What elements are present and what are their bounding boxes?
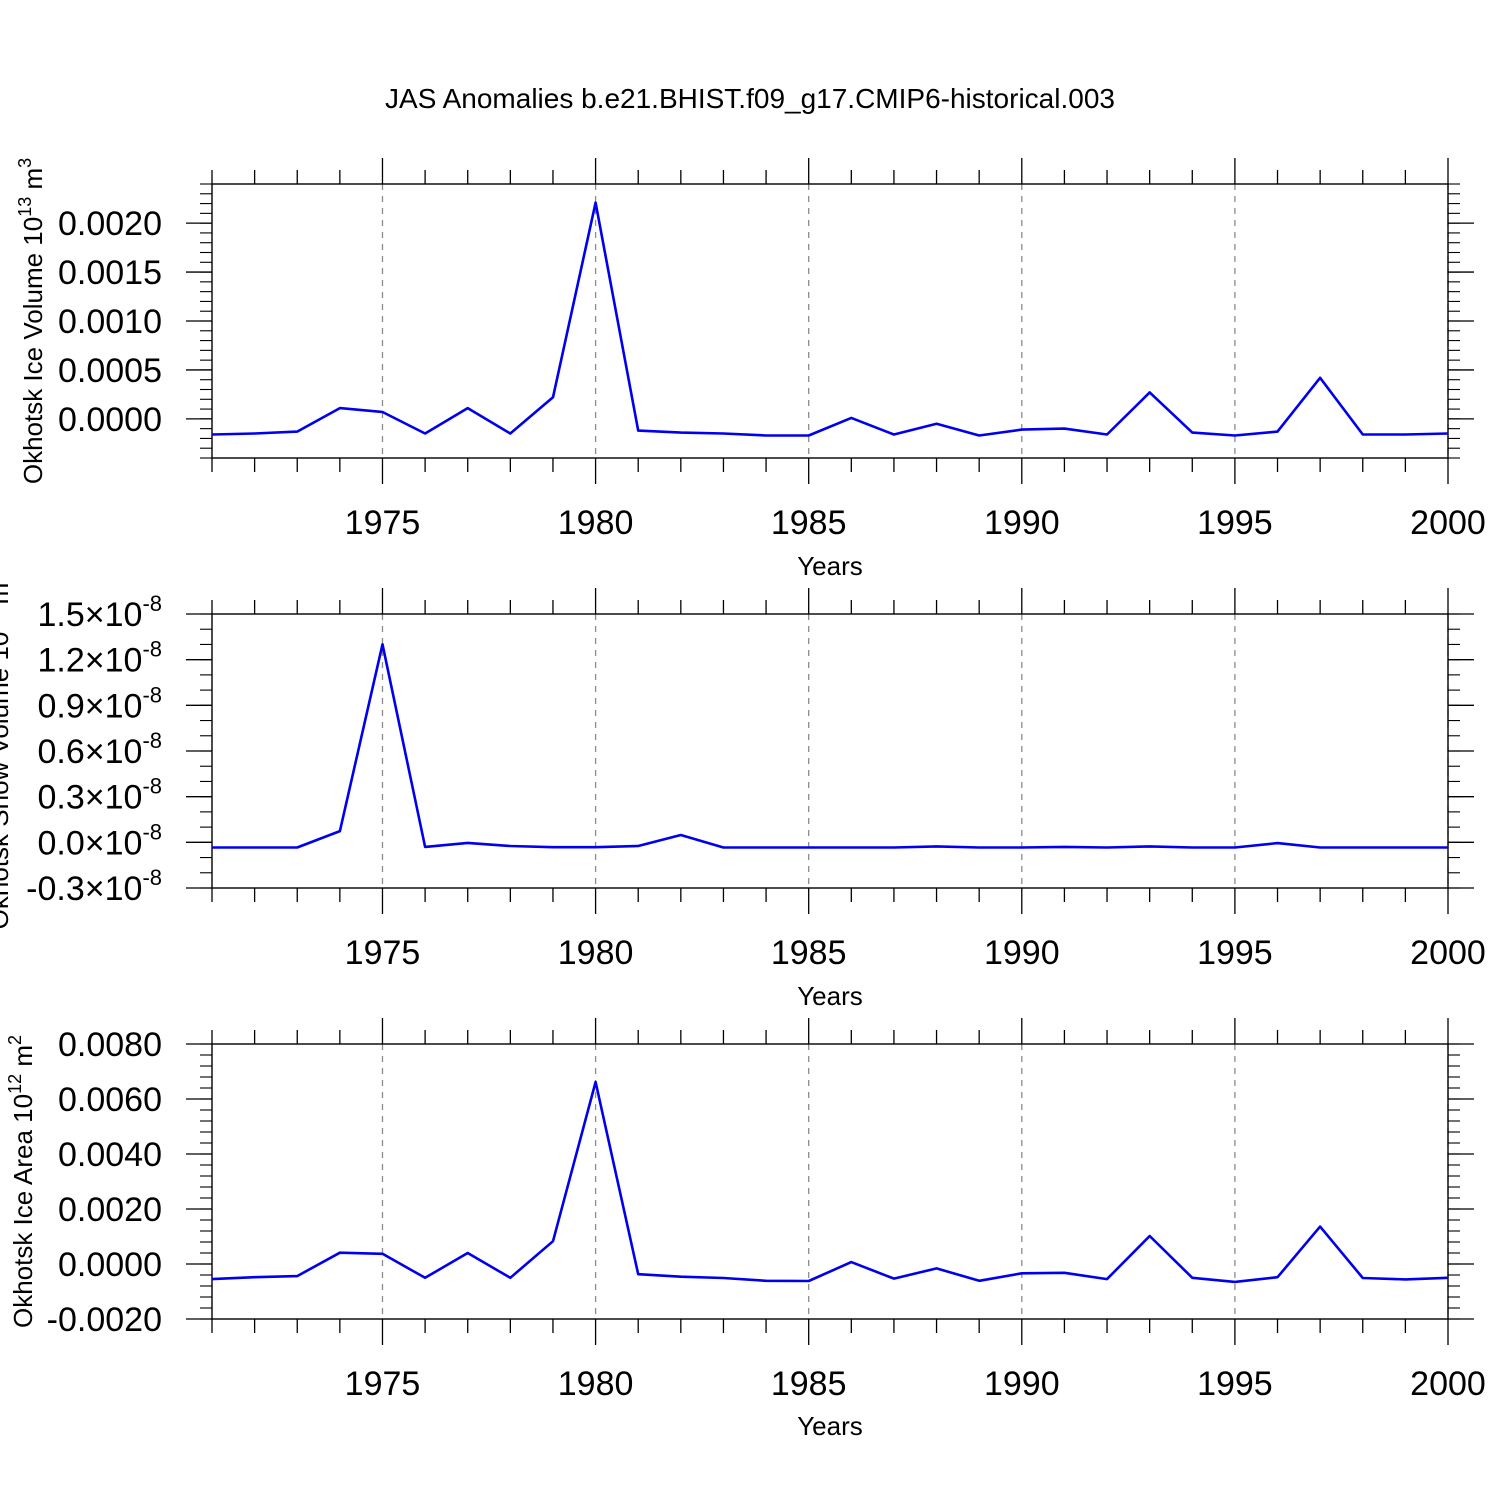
panel-1: 1975 1980 1985 1990 1995 2000 0.0000 0.0005 0.00…	[15, 158, 1486, 581]
y-tick-label: 0.0060	[58, 1081, 162, 1119]
y-tick-label: 0.0010	[58, 303, 162, 341]
y-tick-label: 0.0000	[58, 401, 162, 439]
x-tick-label: 1990	[984, 504, 1060, 542]
chart-panels: 1975 1980 1985 1990 1995 2000 0.0000 0.0005 0.00…	[0, 158, 1486, 1441]
y-tick-label: 0.0020	[58, 1191, 162, 1229]
x-tick-label: 1975	[345, 934, 421, 972]
x-axis-label: Years	[797, 1411, 863, 1441]
panel-3: 1975 1980 1985 1990 1995 2000 -0.0020 0.0000 0.0…	[5, 1018, 1486, 1441]
y-tick-label: 1.2×10-8	[37, 637, 162, 680]
y-tick-label: 0.0040	[58, 1136, 162, 1174]
plot-frame	[211, 183, 1449, 459]
x-tick-label: 1990	[984, 934, 1060, 972]
y-tick-label: 0.0015	[58, 254, 162, 292]
y-tick-label: -0.3×10-8	[26, 865, 162, 908]
series-line	[211, 1080, 1449, 1284]
panel-2: 1975 1980 1985 1990 1995 2000 -0.3×10-80.0×10-…	[0, 573, 1486, 1011]
series-line	[212, 642, 1448, 849]
y-tick-label: 0.9×10-8	[37, 682, 162, 725]
y-axis-label: Okhotsk Snow Volume 1013 m3	[0, 573, 14, 930]
y-tick-label: 0.6×10-8	[37, 728, 162, 771]
x-tick-label: 1995	[1197, 934, 1273, 972]
y-tick-label: 1.5×10-8	[37, 591, 162, 634]
x-tick-label: 1995	[1197, 1365, 1273, 1403]
x-tick-label: 1995	[1197, 504, 1273, 542]
x-tick-label: 1980	[558, 934, 634, 972]
y-tick-label: 0.3×10-8	[37, 774, 162, 817]
x-axis-label: Years	[797, 981, 863, 1011]
y-tick-label: 0.0000	[58, 1246, 162, 1284]
x-tick-label: 1975	[345, 504, 421, 542]
y-tick-label: 0.0×10-8	[37, 819, 162, 862]
y-tick-label: 0.0005	[58, 352, 162, 390]
x-tick-label: 2000	[1410, 934, 1486, 972]
x-tick-label: 1990	[984, 1365, 1060, 1403]
x-tick-label: 1980	[558, 504, 634, 542]
chart-title: JAS Anomalies b.e21.BHIST.f09_g17.CMIP6-…	[385, 83, 1115, 114]
x-tick-label: 1975	[345, 1365, 421, 1403]
x-axis-label: Years	[797, 551, 863, 581]
x-tick-label: 2000	[1410, 1365, 1486, 1403]
y-tick-label: -0.0020	[47, 1301, 162, 1339]
y-axis-label: Okhotsk Ice Area 1012 m2	[5, 1035, 38, 1328]
y-axis-label: Okhotsk Ice Volume 1013 m3	[15, 158, 48, 484]
y-tick-label: 0.0080	[58, 1026, 162, 1064]
x-tick-label: 1985	[771, 934, 847, 972]
x-tick-label: 1985	[771, 504, 847, 542]
y-tick-label: 0.0020	[58, 205, 162, 243]
x-tick-label: 2000	[1410, 504, 1486, 542]
x-tick-label: 1980	[558, 1365, 634, 1403]
plot-frame	[211, 1043, 1449, 1320]
series-line	[211, 201, 1449, 437]
x-tick-label: 1985	[771, 1365, 847, 1403]
